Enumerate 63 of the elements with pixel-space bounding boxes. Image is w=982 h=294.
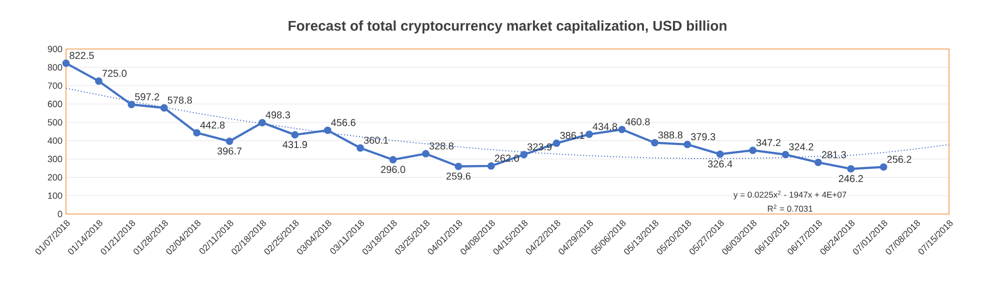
data-label: 259.6 <box>446 172 471 180</box>
point <box>422 150 430 158</box>
point <box>618 126 626 134</box>
data-label: 460.8 <box>625 118 650 126</box>
point <box>586 130 593 138</box>
data-label: 296.0 <box>381 166 406 174</box>
data-label: 442.8 <box>200 122 225 129</box>
data-label: 431.9 <box>282 141 307 148</box>
y-tick-label: 100 <box>48 192 62 199</box>
point <box>454 162 462 170</box>
data-label: 597.2 <box>135 93 160 100</box>
y-tick-label: 900 <box>48 46 62 52</box>
data-label: 386.1 <box>560 132 584 140</box>
point <box>389 156 397 164</box>
point <box>782 150 790 158</box>
y-tick-label: 400 <box>48 137 62 144</box>
data-label: 281.3 <box>822 151 846 158</box>
y-tick-label: 700 <box>48 82 62 89</box>
annotation: y = 0.0225x$^{2}$ - 1947x + 4E+07 <box>733 190 846 200</box>
data-label: 379.3 <box>690 133 716 140</box>
data-label: 822.5 <box>70 52 94 60</box>
point <box>95 77 102 85</box>
data-label: 456.6 <box>331 119 356 126</box>
point <box>650 139 658 146</box>
data-label: 388.8 <box>658 131 682 139</box>
y-tick-label: 200 <box>48 174 62 181</box>
data-label: 246.2 <box>838 175 863 182</box>
data-label: 256.2 <box>887 156 912 163</box>
point <box>226 138 234 145</box>
point <box>324 126 332 134</box>
point <box>128 100 136 108</box>
point <box>160 104 168 112</box>
y-tick-label: 300 <box>48 156 62 162</box>
point <box>487 162 495 170</box>
data-label: 434.8 <box>592 123 618 130</box>
y-tick-label: 500 <box>48 119 62 126</box>
y-tick-label: 800 <box>48 64 62 71</box>
point <box>814 158 822 166</box>
data-label: 328.8 <box>429 142 454 150</box>
point <box>684 140 692 148</box>
point <box>880 163 888 171</box>
data-label: 578.8 <box>168 96 192 104</box>
data-label: 347.2 <box>756 139 780 146</box>
point <box>749 146 756 154</box>
data-label: 725.0 <box>102 70 127 77</box>
chart-title: Forecast of total cryptocurrency market capitalization, USD billion <box>288 20 726 34</box>
point <box>291 131 299 139</box>
data-label: 360.1 <box>364 136 388 144</box>
point <box>847 165 855 173</box>
data-label: 324.2 <box>789 143 814 150</box>
data-label: 498.3 <box>266 111 290 118</box>
point <box>520 150 528 158</box>
point <box>552 140 560 147</box>
point <box>356 144 364 152</box>
point <box>193 129 201 137</box>
y-tick-label: 600 <box>48 100 62 108</box>
point <box>716 150 724 158</box>
y-tick-label: 0 <box>58 210 62 218</box>
point <box>62 60 70 67</box>
point <box>258 118 266 126</box>
annotation: R$^{2}$ = 0.7031 <box>768 204 812 212</box>
data-label: 396.7 <box>217 147 242 155</box>
data-label: 326.4 <box>708 160 732 168</box>
